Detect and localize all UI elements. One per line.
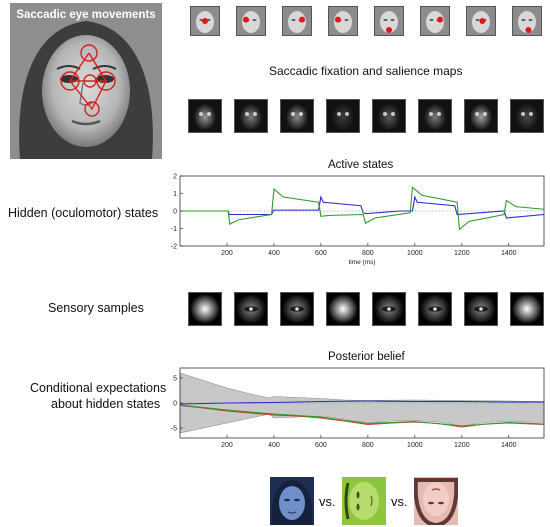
y-tick-label: -5 <box>171 426 177 433</box>
series-line <box>179 404 545 427</box>
sensory-sample <box>372 292 406 326</box>
salience-map <box>464 99 498 133</box>
face-pink-image <box>414 478 458 525</box>
fixation-thumbnail <box>420 6 450 36</box>
x-tick-label: 1400 <box>501 442 517 449</box>
fixation-dot <box>242 16 249 23</box>
posterior-belief-chart: 200 400 600 800 1000 1200 1400 5 0 -5 <box>171 367 545 449</box>
label-conditional-line2: about hidden states <box>51 397 161 411</box>
chart-title-posterior-belief: Posterior belief <box>328 351 405 363</box>
x-tick-label: 200 <box>221 442 233 449</box>
fixation-thumbnail <box>512 6 542 36</box>
chart-title-active-states: Active states <box>328 159 394 171</box>
sensory-sample <box>234 292 268 326</box>
y-tick-label: -1 <box>171 226 177 233</box>
series-line <box>180 186 545 231</box>
salience-map <box>234 99 268 133</box>
scanpath-title: Saccadic eye movements <box>16 9 156 21</box>
salience-map <box>418 99 452 133</box>
salience-map <box>510 99 544 133</box>
salience-map <box>280 99 314 133</box>
fixation-thumbnail <box>282 6 312 36</box>
face-blue-image <box>271 480 313 525</box>
fixation-dot <box>386 26 392 33</box>
fixation-thumbnail <box>236 6 266 36</box>
fixation-thumbnail <box>328 6 358 36</box>
sensory-sample <box>326 292 360 326</box>
x-tick-label: 1200 <box>454 250 470 257</box>
fixation-dot <box>299 16 306 23</box>
vs-label-1: vs. <box>319 494 336 509</box>
series-line <box>179 400 544 405</box>
fixation-dot <box>334 16 341 23</box>
x-tick-label: 400 <box>268 442 280 449</box>
y-tick-label: 2 <box>173 174 177 181</box>
x-tick-label: 1400 <box>501 250 517 257</box>
y-tick-label: -2 <box>171 244 177 251</box>
fixation-dot <box>479 18 486 24</box>
y-tick-label: 0 <box>173 209 177 216</box>
y-tick-label: 0 <box>173 401 177 408</box>
x-axis-label: time (ms) <box>348 259 375 266</box>
x-tick-label: 1000 <box>407 250 423 257</box>
sensory-sample <box>418 292 452 326</box>
face-scanpath-panel: Saccadic eye movements <box>10 3 162 159</box>
x-tick-label: 200 <box>221 250 233 257</box>
salience-map <box>326 99 360 133</box>
fixation-salience-heading: Saccadic fixation and salience maps <box>269 64 463 78</box>
fixation-thumbnail <box>190 6 220 36</box>
face-green-rotated <box>342 477 386 525</box>
fixation-dot <box>437 16 444 23</box>
label-hidden-states: Hidden (oculomotor) states <box>8 206 159 220</box>
vs-label-2: vs. <box>391 494 408 509</box>
face-pink-inverted <box>414 477 458 525</box>
fixation-dot <box>525 26 532 33</box>
active-states-chart: 200 400 600 800 1000 1200 1400 2 1 0 -1 -2 time (ms) <box>171 174 545 266</box>
sensory-sample <box>280 292 314 326</box>
fixation-dot <box>202 18 208 24</box>
salience-map <box>188 99 222 133</box>
y-tick-label: 5 <box>173 376 177 383</box>
x-tick-label: 600 <box>315 250 327 257</box>
sensory-sample <box>464 292 498 326</box>
fixation-thumbnail <box>374 6 404 36</box>
x-tick-label: 1200 <box>454 442 470 449</box>
x-tick-label: 600 <box>315 442 327 449</box>
fixation-thumbnail <box>466 6 496 36</box>
sensory-sample <box>510 292 544 326</box>
label-conditional-line1: Conditional expectations <box>30 381 167 395</box>
label-sensory-samples: Sensory samples <box>48 301 144 315</box>
x-tick-label: 400 <box>268 250 280 257</box>
x-tick-label: 1000 <box>407 442 423 449</box>
face-illustration <box>10 3 162 159</box>
y-tick-label: 1 <box>173 191 177 198</box>
salience-map <box>372 99 406 133</box>
face-blue <box>270 477 314 525</box>
face-green-image <box>344 482 379 520</box>
x-tick-label: 800 <box>362 442 374 449</box>
sensory-sample <box>188 292 222 326</box>
x-tick-label: 800 <box>362 250 374 257</box>
